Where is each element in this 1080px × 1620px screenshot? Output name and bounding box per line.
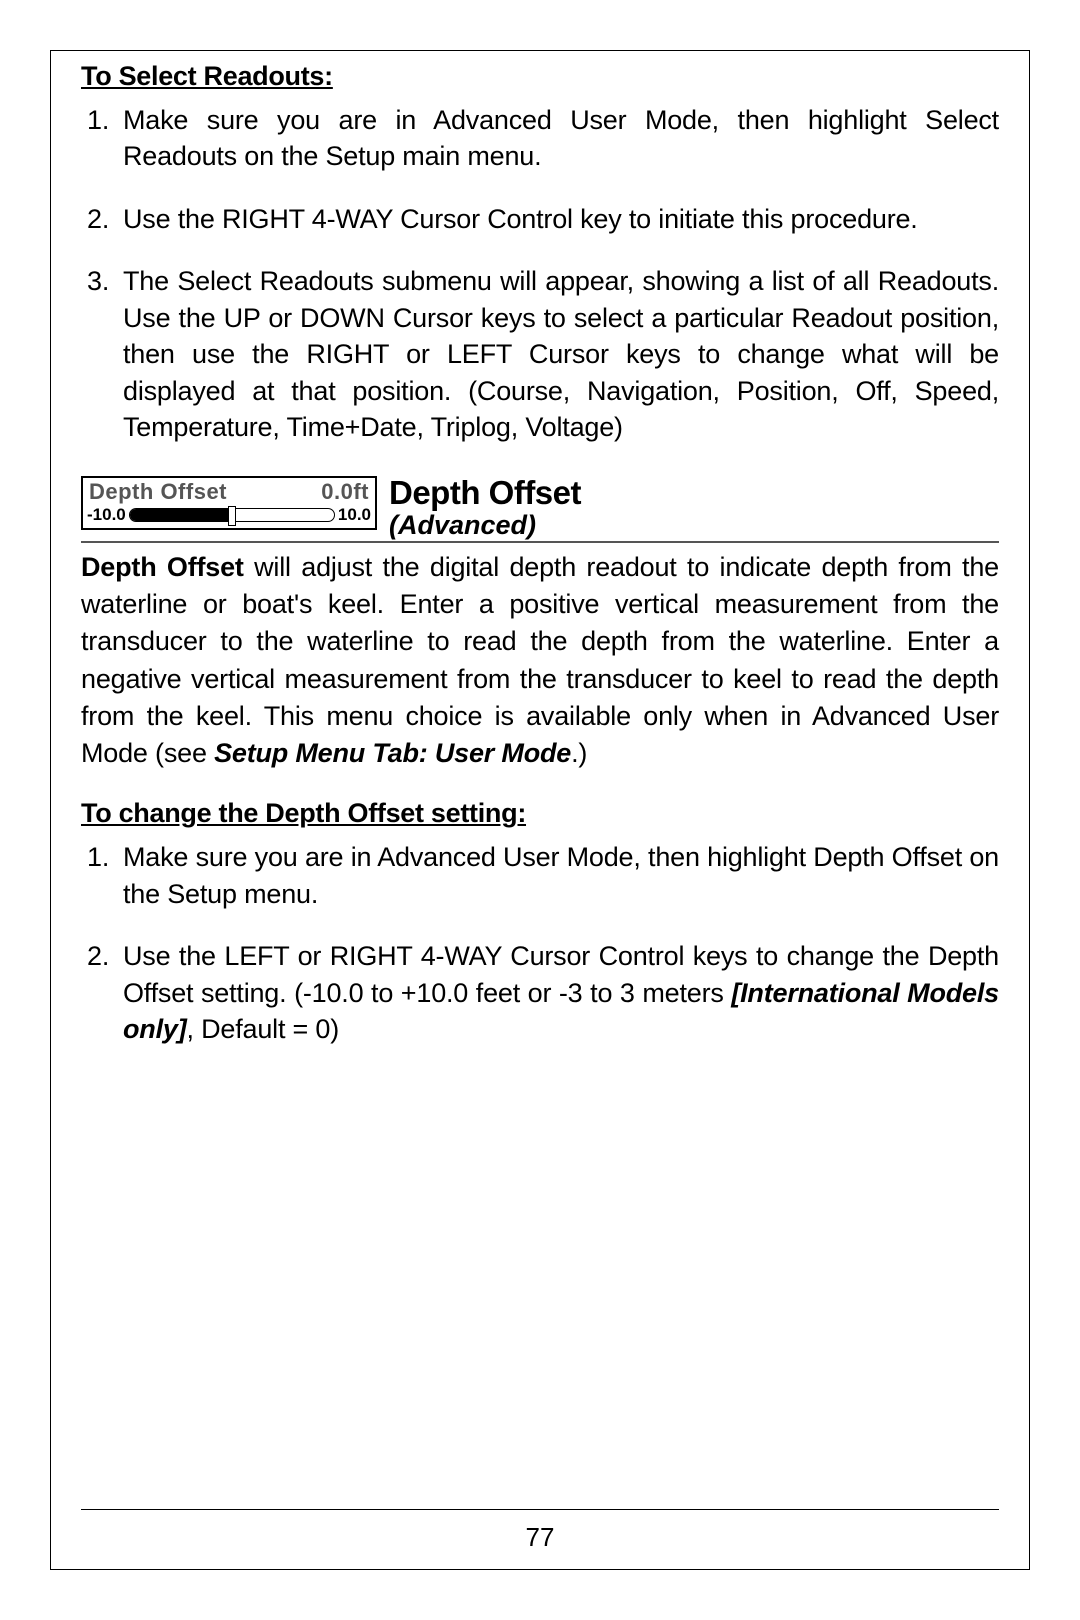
- depth-offset-feature-row: Depth Offset 0.0ft -10.0 10.0 Depth Offs…: [81, 476, 999, 543]
- page-footer: 77: [51, 1509, 1029, 1553]
- para-text-b: .): [571, 738, 587, 768]
- step-item: Make sure you are in Advanced User Mode,…: [123, 102, 999, 175]
- select-readouts-heading: To Select Readouts:: [81, 61, 999, 92]
- step-item: The Select Readouts submenu will appear,…: [123, 263, 999, 445]
- lead-bold: Depth Offset: [81, 552, 244, 582]
- widget-slider-thumb: [228, 506, 236, 526]
- feature-subtitle: (Advanced): [389, 511, 581, 539]
- widget-bottom-row: -10.0 10.0: [83, 505, 375, 528]
- widget-min-label: -10.0: [87, 505, 126, 525]
- change-depth-offset-heading: To change the Depth Offset setting:: [81, 798, 999, 829]
- page-frame: To Select Readouts: Make sure you are in…: [50, 50, 1030, 1570]
- page-content: To Select Readouts: Make sure you are in…: [51, 51, 1029, 1048]
- widget-slider-fill: [130, 509, 232, 521]
- feature-titles: Depth Offset (Advanced): [389, 476, 581, 539]
- depth-offset-ui-widget: Depth Offset 0.0ft -10.0 10.0: [81, 476, 377, 530]
- para-text-a: will adjust the digital depth readout to…: [81, 552, 999, 768]
- change-depth-offset-steps: Make sure you are in Advanced User Mode,…: [81, 839, 999, 1047]
- step-item: Make sure you are in Advanced User Mode,…: [123, 839, 999, 912]
- depth-offset-description: Depth Offset will adjust the digital dep…: [81, 549, 999, 773]
- para-ital-ref: Setup Menu Tab: User Mode: [214, 738, 571, 768]
- widget-top-row: Depth Offset 0.0ft: [83, 478, 375, 505]
- widget-label: Depth Offset: [89, 479, 227, 505]
- widget-value: 0.0ft: [321, 479, 369, 505]
- widget-slider-track: [129, 508, 335, 522]
- select-readouts-steps: Make sure you are in Advanced User Mode,…: [81, 102, 999, 446]
- feature-title: Depth Offset: [389, 476, 581, 509]
- step2-text-b: , Default = 0): [187, 1014, 340, 1044]
- widget-max-label: 10.0: [338, 505, 371, 525]
- footer-rule: [81, 1509, 999, 1510]
- step-item: Use the RIGHT 4-WAY Cursor Control key t…: [123, 201, 999, 237]
- page-number: 77: [526, 1522, 555, 1552]
- step-item: Use the LEFT or RIGHT 4-WAY Cursor Contr…: [123, 938, 999, 1047]
